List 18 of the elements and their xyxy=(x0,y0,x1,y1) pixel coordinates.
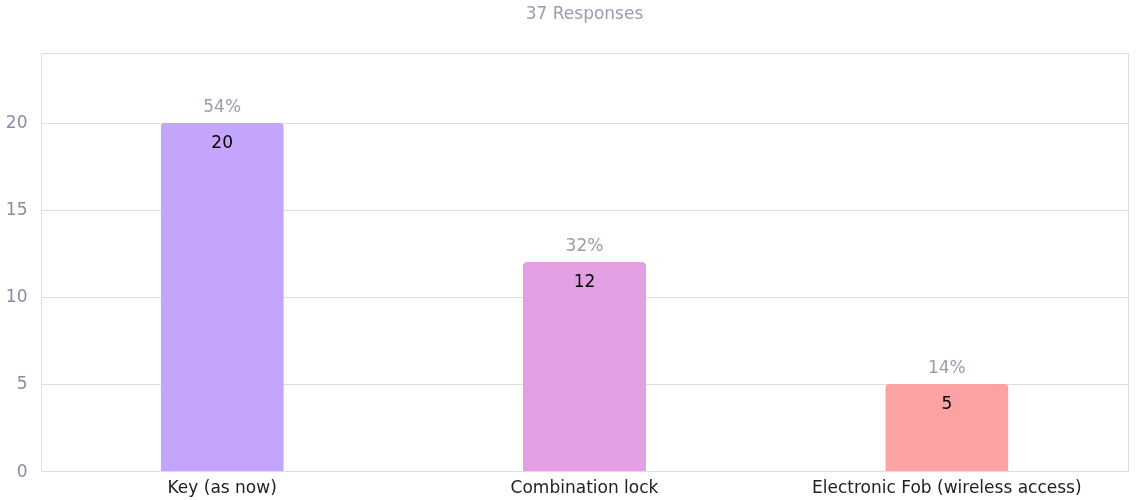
data-label: 5 xyxy=(941,392,953,413)
x-tick-label: Key (as now) xyxy=(167,476,277,497)
annotation: 14% xyxy=(927,356,966,377)
data-label: 12 xyxy=(573,271,596,291)
y-tick-label: 20 xyxy=(5,112,28,133)
x-tick-label: Combination lock xyxy=(510,476,659,497)
y-tick-label: 15 xyxy=(5,199,28,220)
annotation: 32% xyxy=(565,235,604,255)
x-tick-label: Electronic Fob (wireless access) xyxy=(812,476,1082,497)
annotation: 54% xyxy=(203,95,242,116)
y-tick-label: 10 xyxy=(5,286,28,307)
bar xyxy=(885,383,1009,471)
y-tick-label: 5 xyxy=(16,373,28,394)
bar xyxy=(160,122,284,471)
chart-title: 37 Responses xyxy=(525,3,644,23)
data-label: 20 xyxy=(211,131,233,152)
bar xyxy=(522,262,647,471)
y-tick-label: 0 xyxy=(16,460,28,481)
